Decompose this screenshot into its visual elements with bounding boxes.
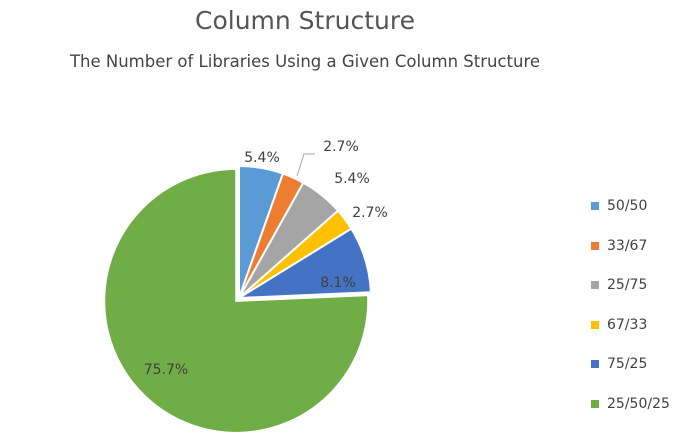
leader-line-33-67 bbox=[296, 153, 315, 177]
legend-item-75-25: 75/25 bbox=[591, 354, 647, 374]
legend-label: 33/67 bbox=[607, 237, 648, 254]
leader-lines bbox=[296, 153, 315, 177]
data-labels: 5.4% 2.7% 5.4% 2.7% 8.1% 75.7% bbox=[144, 139, 388, 378]
legend-label: 75/25 bbox=[607, 356, 648, 372]
legend-swatch bbox=[591, 241, 599, 250]
legend-label: 25/50/25 bbox=[607, 395, 670, 412]
legend-swatch bbox=[591, 360, 599, 368]
data-label-33-67: 2.7% bbox=[323, 139, 359, 155]
data-label-50-50: 5.4% bbox=[244, 150, 280, 166]
data-label-67-33: 2.7% bbox=[352, 205, 388, 221]
data-label-25-75: 5.4% bbox=[334, 171, 370, 187]
legend-swatch bbox=[591, 202, 599, 210]
legend-swatch bbox=[591, 399, 599, 408]
legend-item-50-50: 50/50 bbox=[591, 196, 647, 216]
legend-swatch bbox=[591, 320, 599, 329]
pie-slice-25-50-25 bbox=[103, 167, 370, 434]
chart-subtitle: The Number of Libraries Using a Given Co… bbox=[69, 52, 541, 71]
chart-title: Column Structure bbox=[195, 6, 415, 35]
legend-swatch bbox=[591, 281, 599, 289]
legend-label: 67/33 bbox=[607, 316, 648, 333]
legend-item-25-75: 25/75 bbox=[591, 275, 647, 295]
pie-slices bbox=[103, 164, 372, 434]
pie-slice-75-25 bbox=[235, 227, 372, 300]
legend-label: 50/50 bbox=[607, 198, 648, 214]
data-label-75-25: 8.1% bbox=[320, 275, 356, 291]
legend-item-25-50-25: 25/50/25 bbox=[591, 394, 670, 414]
legend-label: 25/75 bbox=[607, 277, 648, 293]
data-label-25-50-25: 75.7% bbox=[144, 362, 188, 378]
legend-item-67-33: 67/33 bbox=[591, 315, 647, 335]
legend-item-33-67: 33/67 bbox=[591, 236, 647, 256]
